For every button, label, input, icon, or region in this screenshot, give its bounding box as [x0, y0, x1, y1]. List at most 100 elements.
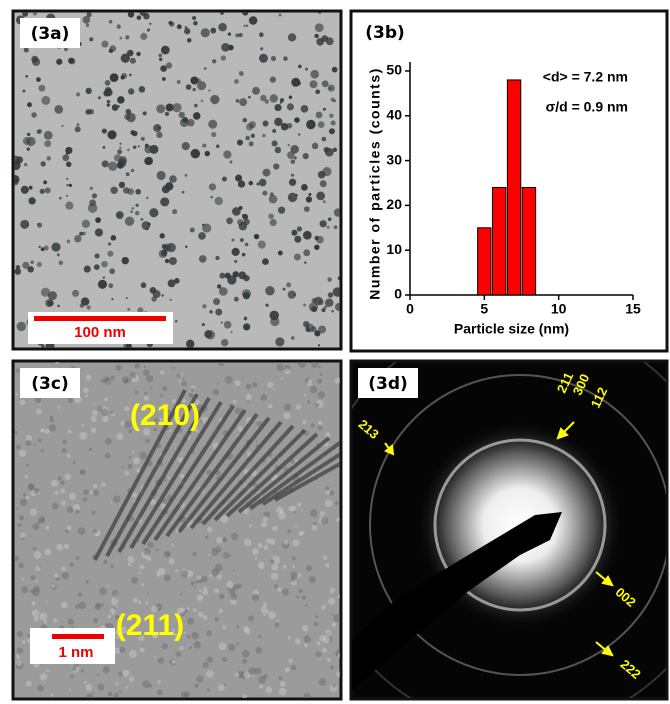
noise [162, 643, 168, 649]
particle [131, 169, 135, 173]
noise [292, 556, 296, 560]
noise [310, 509, 318, 517]
particle [33, 12, 37, 16]
noise [244, 538, 252, 546]
noise [16, 508, 18, 510]
particle [199, 255, 207, 263]
particle [24, 163, 27, 166]
particle [221, 339, 228, 346]
noise [110, 501, 112, 503]
particle [287, 123, 293, 129]
noise [41, 449, 45, 453]
particle [262, 258, 269, 265]
particle [294, 117, 300, 123]
noise [80, 470, 84, 474]
noise [81, 669, 84, 672]
noise [160, 370, 164, 374]
noise [187, 618, 194, 625]
particle [127, 50, 134, 57]
particle [303, 303, 306, 306]
noise [199, 590, 202, 593]
noise [25, 475, 28, 478]
noise [304, 643, 308, 647]
particle [328, 84, 335, 91]
noise [147, 556, 152, 561]
noise [319, 421, 323, 425]
noise [284, 368, 290, 374]
noise [291, 665, 297, 671]
particle [111, 235, 117, 241]
particle [175, 320, 178, 323]
noise [246, 384, 252, 390]
noise [119, 690, 121, 692]
particle [41, 247, 45, 251]
particle [190, 228, 195, 233]
particle [137, 15, 142, 20]
noise [41, 518, 46, 523]
noise [233, 400, 237, 404]
particle [288, 144, 290, 146]
particle [127, 308, 130, 311]
particle [297, 226, 302, 231]
particle [110, 73, 119, 82]
noise [85, 395, 88, 398]
particle [329, 128, 335, 134]
noise [249, 524, 252, 527]
particle [291, 230, 297, 236]
particle [186, 84, 192, 90]
particle [239, 71, 244, 76]
particle [85, 88, 91, 94]
particle [212, 59, 216, 63]
noise [36, 409, 42, 415]
noise [193, 641, 201, 649]
noise [207, 689, 210, 692]
noise [301, 509, 303, 511]
particle [65, 202, 73, 210]
noise [20, 499, 28, 507]
noise [266, 686, 273, 693]
noise [310, 386, 318, 394]
noise [105, 453, 111, 459]
noise [188, 644, 191, 647]
noise [206, 630, 212, 636]
noise [21, 586, 28, 593]
noise [131, 577, 138, 584]
noise [169, 558, 175, 564]
noise [264, 545, 269, 550]
particle [27, 102, 32, 107]
noise [172, 367, 175, 370]
particle [315, 23, 324, 32]
noise [101, 379, 105, 383]
noise [213, 389, 220, 396]
particle [201, 28, 210, 37]
noise [53, 618, 57, 622]
noise [62, 440, 67, 445]
particle [168, 279, 176, 287]
particle [219, 287, 228, 296]
noise [16, 661, 22, 667]
noise [312, 525, 318, 531]
particle [197, 81, 206, 90]
noise [81, 424, 84, 427]
noise [242, 650, 250, 658]
particle [22, 262, 29, 269]
noise [26, 464, 29, 467]
particle [303, 321, 309, 327]
noise [128, 556, 135, 563]
noise [212, 548, 215, 551]
particle [270, 219, 277, 226]
particle [236, 99, 240, 103]
noise [317, 391, 325, 399]
noise [86, 375, 92, 381]
particle [116, 211, 124, 219]
noise [190, 581, 194, 585]
y-tick-label: 50 [386, 62, 402, 78]
particle [62, 154, 69, 161]
particle [38, 85, 45, 92]
particle [46, 156, 50, 160]
noise [67, 507, 73, 513]
particle [187, 38, 191, 42]
noise [128, 563, 131, 566]
noise [44, 548, 51, 555]
annotation: <d> = 7.2 nm [543, 69, 628, 85]
